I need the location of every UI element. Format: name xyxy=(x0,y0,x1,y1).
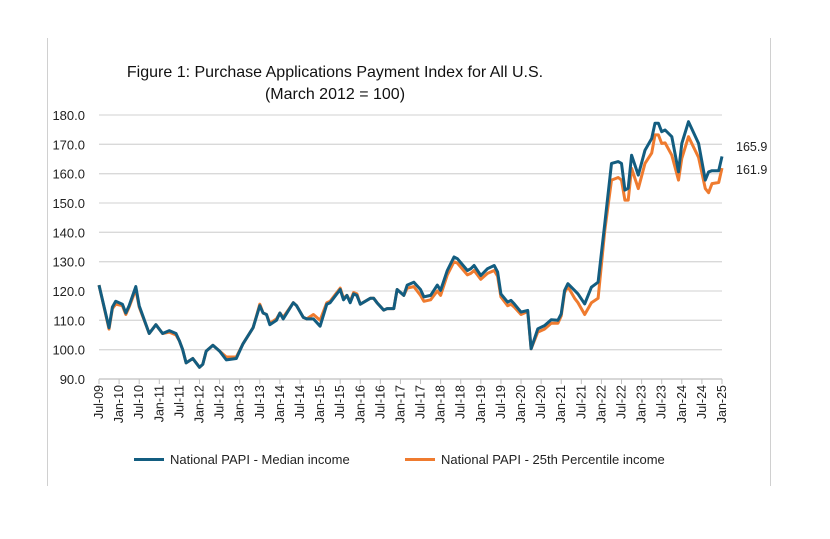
legend-label-p25: National PAPI - 25th Percentile income xyxy=(441,452,665,467)
end-label-median: 165.9 xyxy=(736,140,768,154)
x-tick-label: Jul-09 xyxy=(92,385,106,419)
x-tick-label: Jan-25 xyxy=(715,385,729,423)
x-tick-label: Jul-11 xyxy=(172,385,186,418)
y-tick-label: 120.0 xyxy=(52,284,85,299)
x-tick-label: Jan-15 xyxy=(313,385,327,423)
y-tick-label: 150.0 xyxy=(52,196,85,211)
y-tick-label: 180.0 xyxy=(52,108,85,123)
y-tick-label: 100.0 xyxy=(52,343,85,358)
x-tick-label: Jan-23 xyxy=(635,385,649,423)
legend-swatch-median xyxy=(134,458,164,461)
x-tick-label: Jul-22 xyxy=(615,385,629,419)
x-tick-label: Jan-13 xyxy=(233,385,247,423)
x-tick-label: Jan-17 xyxy=(393,385,407,423)
legend-item-p25: National PAPI - 25th Percentile income xyxy=(405,452,665,467)
x-tick-label: Jul-18 xyxy=(454,385,468,419)
x-tick-label: Jan-10 xyxy=(112,385,126,423)
chart-subtitle: (March 2012 = 100) xyxy=(264,86,406,103)
x-tick-label: Jan-20 xyxy=(514,385,528,423)
chart-title: Figure 1: Purchase Applications Payment … xyxy=(126,64,544,81)
series-line-p25 xyxy=(97,133,724,369)
y-tick-label: 170.0 xyxy=(52,137,85,152)
chart-frame xyxy=(47,38,771,486)
x-tick-label: Jan-24 xyxy=(675,385,689,423)
x-tick-label: Jan-18 xyxy=(434,385,448,423)
x-tick-label: Jul-21 xyxy=(574,385,588,419)
x-tick-label: Jul-23 xyxy=(655,385,669,419)
y-tick-label: 130.0 xyxy=(52,255,85,270)
x-tick-label: Jul-13 xyxy=(253,385,267,419)
x-tick-label: Jan-21 xyxy=(554,385,568,423)
x-tick-label: Jan-22 xyxy=(594,385,608,423)
x-tick-label: Jul-24 xyxy=(695,385,709,419)
series-line-median xyxy=(97,120,724,369)
x-tick-label: Jan-16 xyxy=(353,385,367,423)
y-tick-label: 140.0 xyxy=(52,225,85,240)
y-tick-label: 90.0 xyxy=(60,372,85,387)
legend-swatch-p25 xyxy=(405,458,435,461)
x-tick-label: Jul-10 xyxy=(132,385,146,419)
x-tick-label: Jan-11 xyxy=(152,385,166,422)
y-tick-label: 110.0 xyxy=(53,313,85,328)
x-tick-label: Jan-19 xyxy=(474,385,488,423)
x-tick-label: Jan-14 xyxy=(273,385,287,423)
x-tick-label: Jul-14 xyxy=(293,385,307,419)
x-tick-label: Jul-15 xyxy=(333,385,347,419)
x-tick-label: Jul-16 xyxy=(373,385,387,419)
x-tick-label: Jan-12 xyxy=(192,385,206,423)
x-tick-label: Jul-19 xyxy=(494,385,508,419)
x-tick-label: Jul-17 xyxy=(414,385,428,419)
x-tick-label: Jul-12 xyxy=(213,385,227,419)
y-tick-label: 160.0 xyxy=(52,167,85,182)
legend-label-median: National PAPI - Median income xyxy=(170,452,350,467)
end-label-p25: 161.9 xyxy=(736,163,768,177)
x-tick-label: Jul-20 xyxy=(534,385,548,419)
legend-item-median: National PAPI - Median income xyxy=(134,452,350,467)
